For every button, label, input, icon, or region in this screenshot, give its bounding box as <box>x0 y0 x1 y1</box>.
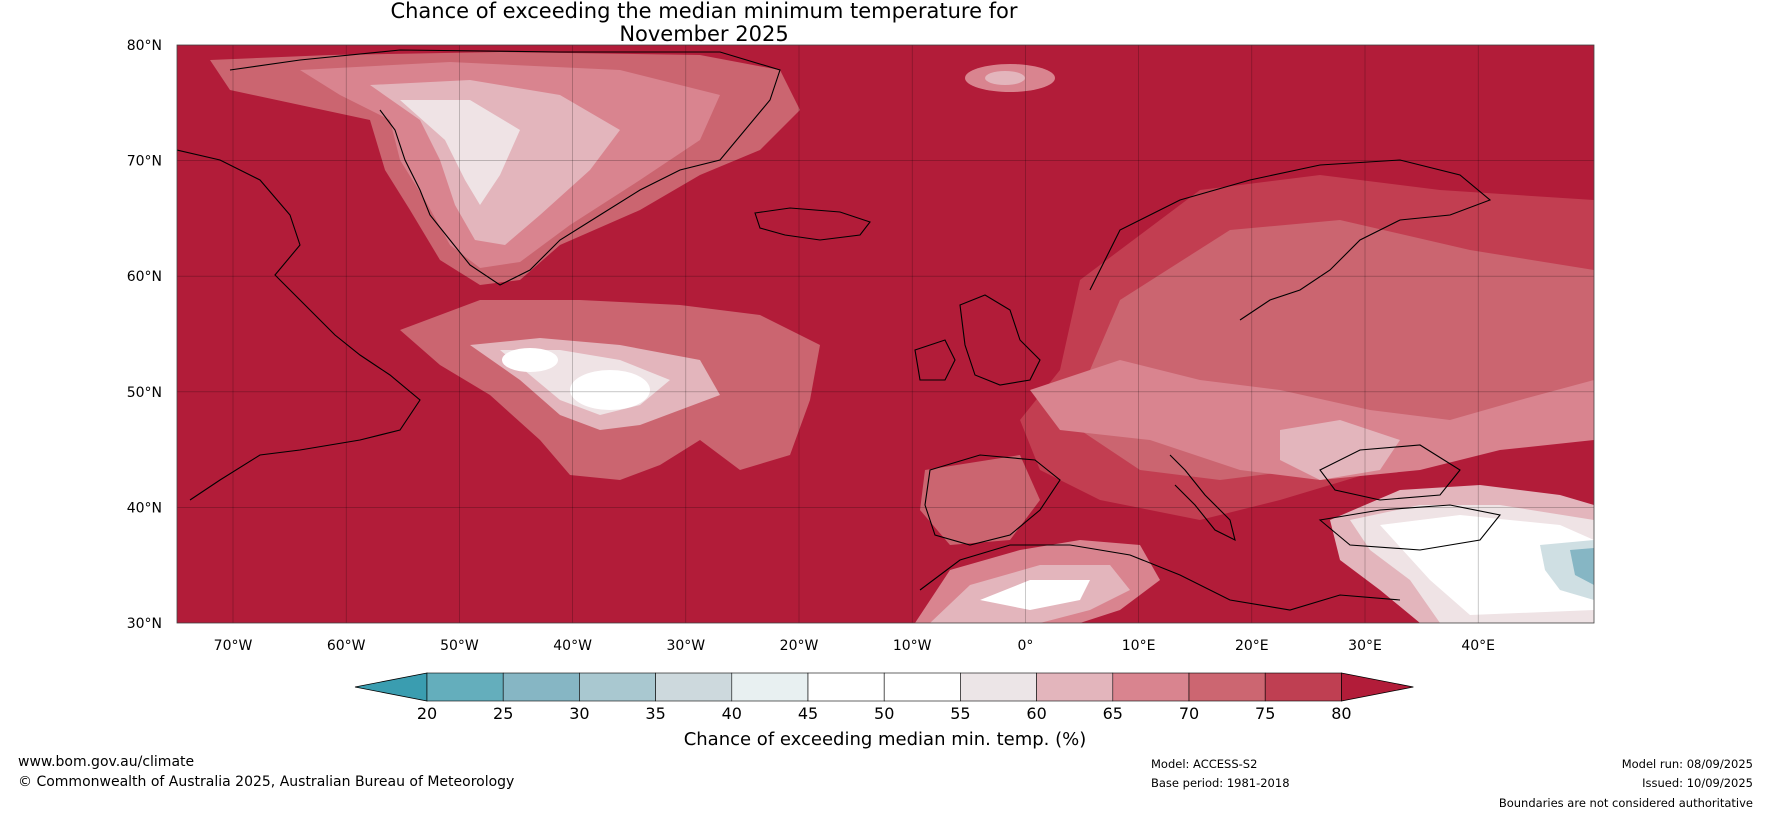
lon-label: 70°W <box>214 638 253 654</box>
lon-label: 40°W <box>553 638 592 654</box>
turkey-coast <box>1318 504 1501 551</box>
lon-label: 20°E <box>1235 638 1269 654</box>
colorbar-tick-label: 20 <box>417 704 437 723</box>
lon-label: 10°E <box>1122 638 1156 654</box>
europe-65-contour <box>1030 360 1594 480</box>
lon-label: 30°W <box>666 638 705 654</box>
website-text: www.bom.gov.au/climate <box>18 754 195 770</box>
lon-label: 40°E <box>1461 638 1495 654</box>
colorbar-tick-label: 55 <box>950 704 970 723</box>
lat-label: 30°N <box>127 616 162 632</box>
colorbar-segment <box>655 672 733 702</box>
colorbar-tick-label: 60 <box>1026 704 1046 723</box>
disclaimer-text: Boundaries are not considered authoritat… <box>1498 796 1753 810</box>
balkans-60-contour <box>1280 420 1400 480</box>
colorbar-tick-label: 75 <box>1255 704 1275 723</box>
colorbar-segment <box>1188 672 1266 702</box>
title-line-2: November 2025 <box>619 22 789 46</box>
base-period-text: Base period: 1981-2018 <box>1151 776 1290 790</box>
iberia-70-contour <box>920 455 1040 545</box>
black-sea-coast <box>1319 444 1461 501</box>
mediterranean-south-coast <box>919 544 1401 611</box>
colorbar: 20 25 30 35 40 45 50 55 60 65 70 75 80 <box>354 672 1414 723</box>
colorbar-segment <box>731 672 809 702</box>
iberia-coast <box>924 454 1061 546</box>
middle-east-50-contour <box>1380 515 1594 615</box>
longitude-labels: 70°W 60°W 50°W 40°W 30°W 20°W 10°W 0° 10°E 20°E 30… <box>214 638 1495 654</box>
lon-label: 0° <box>1017 638 1033 654</box>
colorbar-tick-label: 40 <box>722 704 742 723</box>
issued-text: Issued: 10/09/2025 <box>1642 776 1753 790</box>
colorbar-segment <box>960 672 1037 702</box>
canada-coast <box>177 149 421 501</box>
british-isles-coast <box>959 294 1041 386</box>
lat-label: 80°N <box>127 38 162 54</box>
colorbar-label: Chance of exceeding median min. temp. (%… <box>683 729 1087 750</box>
map-title: Chance of exceeding the median minimum t… <box>0 0 1408 46</box>
colorbar-tick-label: 80 <box>1331 704 1351 723</box>
colorbar-segment <box>502 672 580 702</box>
lon-label: 20°W <box>780 638 819 654</box>
italy-coast <box>1169 454 1236 542</box>
ireland-coast <box>914 339 956 381</box>
atlantic-core-east <box>570 370 650 410</box>
model-run-text: Model run: 08/09/2025 <box>1621 757 1753 771</box>
greenland-coast <box>229 49 781 286</box>
arctic-patch-inner <box>985 71 1025 85</box>
lon-label: 50°W <box>440 638 479 654</box>
lat-label: 50°N <box>127 385 162 401</box>
model-text: Model: ACCESS-S2 <box>1151 757 1258 771</box>
greenland-55-contour <box>400 100 520 205</box>
colorbar-segment <box>1036 672 1114 702</box>
lon-label: 10°W <box>893 638 932 654</box>
coastlines <box>177 49 1501 611</box>
colorbar-tick-label: 70 <box>1179 704 1199 723</box>
scandinavia-coast <box>1089 159 1492 321</box>
colorbar-segment <box>883 672 961 702</box>
latitude-labels: 80°N 70°N 60°N 50°N 40°N 30°N <box>127 38 162 632</box>
lon-label: 60°W <box>327 638 366 654</box>
colorbar-tick-label: 45 <box>798 704 818 723</box>
map-frame <box>176 44 1595 624</box>
lat-label: 60°N <box>127 269 162 285</box>
colorbar-extend-low <box>354 672 428 702</box>
colorbar-tick-label: 35 <box>645 704 665 723</box>
north-africa-50-contour <box>980 580 1090 610</box>
colorbar-segment <box>1112 672 1190 702</box>
colorbar-segment <box>807 672 885 702</box>
probability-map <box>177 45 1594 623</box>
colorbar-segment <box>1264 672 1342 702</box>
colorbar-tick-label: 65 <box>1103 704 1123 723</box>
colorbar-tick-label: 30 <box>569 704 589 723</box>
title-line-1: Chance of exceeding the median minimum t… <box>390 0 1018 23</box>
colorbar-segment <box>579 672 656 702</box>
iceland-coast <box>754 207 871 241</box>
colorbar-tick-label: 25 <box>493 704 513 723</box>
lat-label: 70°N <box>127 154 162 170</box>
colorbar-tick-label: 50 <box>874 704 894 723</box>
copyright-text: © Commonwealth of Australia 2025, Austra… <box>18 774 515 790</box>
atlantic-core-west <box>502 348 558 372</box>
colorbar-extend-high <box>1341 672 1414 702</box>
lat-label: 40°N <box>127 500 162 516</box>
graticule <box>177 45 1594 623</box>
colorbar-segment <box>426 672 504 702</box>
lon-label: 30°E <box>1348 638 1382 654</box>
middle-east-30-contour <box>1570 548 1594 585</box>
